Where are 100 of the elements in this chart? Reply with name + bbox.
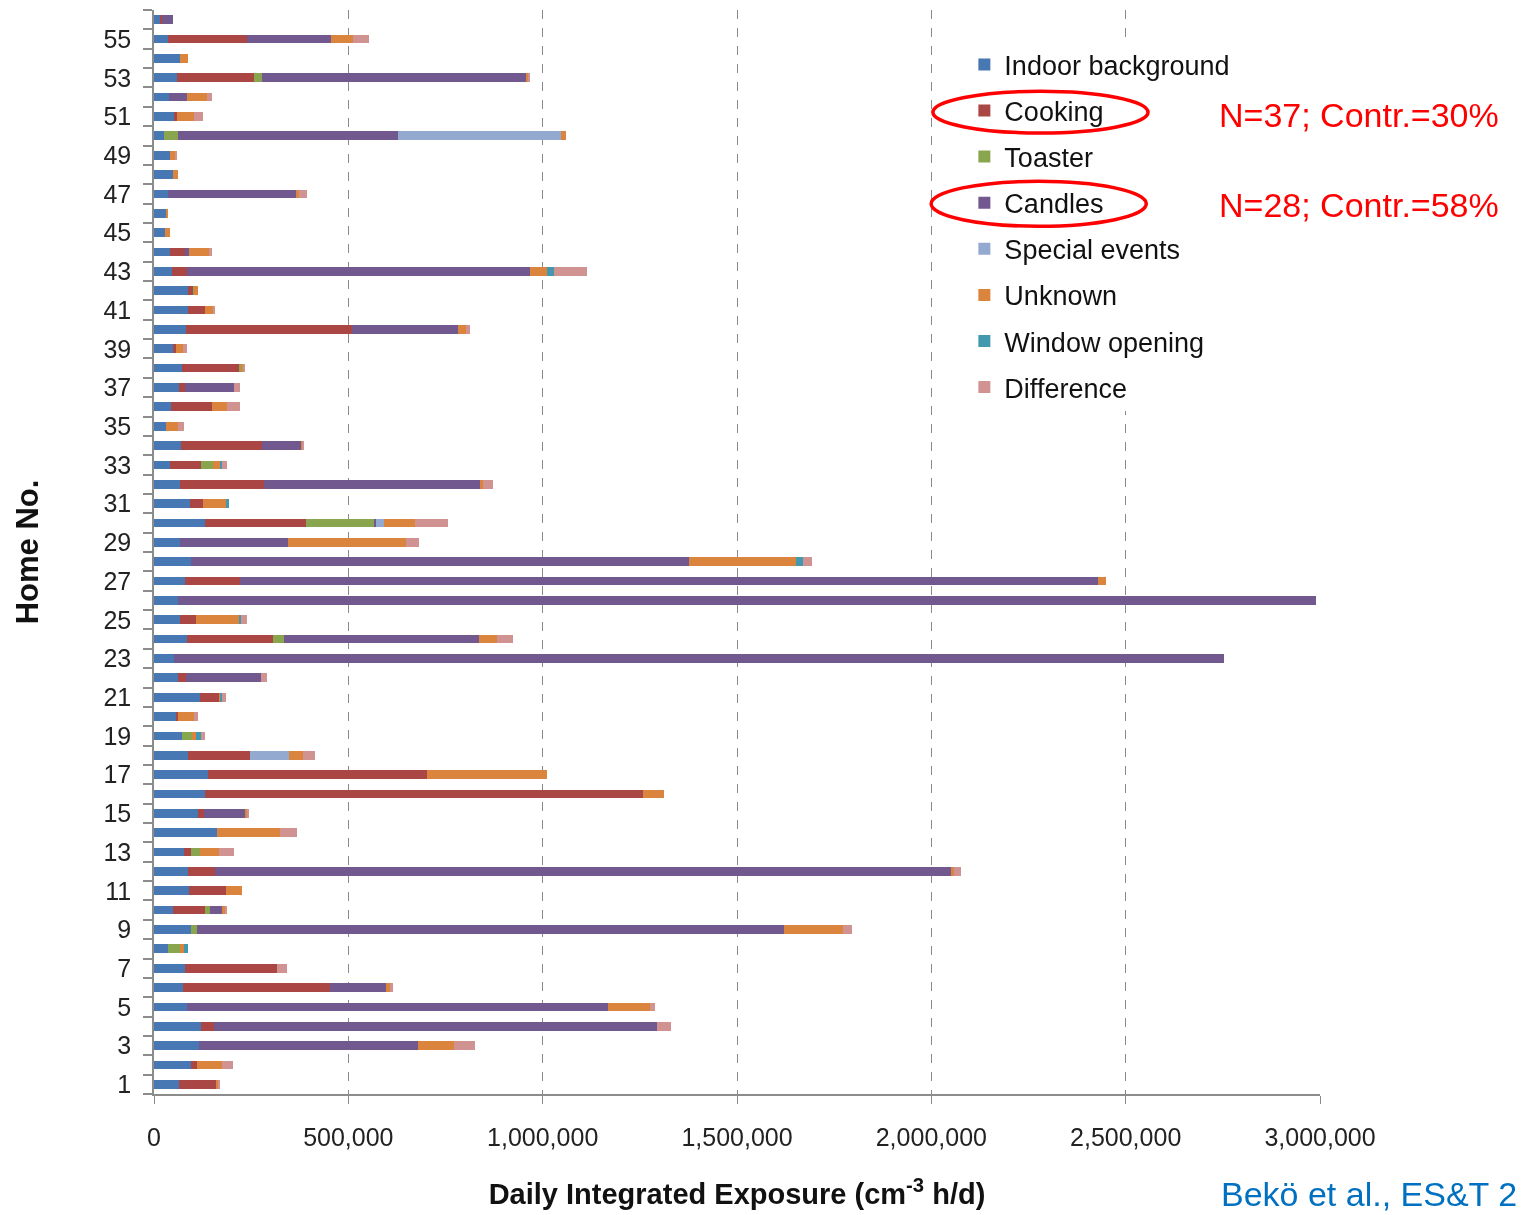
bar bbox=[288, 537, 407, 547]
bar bbox=[154, 363, 182, 373]
x-axis-title: Daily Integrated Exposure (cm$^{-3}$ h/d) bbox=[488, 1173, 986, 1211]
legend-label: Special events bbox=[1004, 235, 1180, 266]
y-tick-label: 45 bbox=[103, 218, 132, 247]
bar bbox=[165, 421, 178, 431]
bar bbox=[415, 518, 449, 528]
bar bbox=[154, 73, 177, 83]
bar bbox=[154, 963, 186, 973]
y-tick-label: 39 bbox=[103, 334, 132, 363]
bar bbox=[190, 499, 204, 508]
bar bbox=[154, 557, 192, 567]
bar bbox=[154, 208, 167, 218]
bar bbox=[180, 615, 196, 625]
bar bbox=[783, 925, 844, 934]
bar bbox=[239, 615, 242, 625]
annotation: N=37; Contr.=30% bbox=[1219, 96, 1499, 134]
bar bbox=[262, 73, 526, 83]
bar bbox=[225, 886, 242, 896]
y-tick-label: 29 bbox=[103, 528, 132, 557]
bar bbox=[205, 789, 644, 799]
legend-label: Indoor background bbox=[1004, 50, 1230, 81]
bar bbox=[427, 770, 547, 779]
y-tick-label: 7 bbox=[117, 953, 132, 982]
bar bbox=[159, 15, 163, 25]
bar bbox=[188, 867, 216, 876]
bar bbox=[154, 460, 170, 470]
bar bbox=[165, 228, 170, 237]
bar bbox=[176, 712, 179, 721]
bar bbox=[154, 1021, 201, 1031]
bar bbox=[187, 266, 530, 276]
bar bbox=[204, 808, 246, 818]
bar bbox=[154, 634, 187, 644]
bar bbox=[215, 867, 952, 876]
bar bbox=[418, 1041, 454, 1050]
y-tick-label: 13 bbox=[103, 837, 132, 866]
bar bbox=[190, 925, 197, 934]
bar bbox=[184, 576, 241, 586]
bar bbox=[154, 112, 175, 121]
bar bbox=[217, 828, 280, 838]
bar bbox=[303, 750, 315, 760]
y-tick-label: 3 bbox=[117, 1031, 132, 1060]
bar bbox=[154, 789, 206, 799]
bar bbox=[529, 266, 547, 276]
bar bbox=[254, 73, 263, 83]
bar bbox=[465, 325, 470, 334]
y-tick-label: 43 bbox=[103, 257, 132, 286]
bar bbox=[390, 983, 394, 992]
bar bbox=[546, 266, 554, 276]
bar bbox=[264, 479, 481, 489]
bar bbox=[197, 808, 205, 818]
bar bbox=[186, 92, 207, 102]
bar bbox=[497, 634, 513, 644]
bar bbox=[154, 479, 181, 489]
y-tick-label: 53 bbox=[103, 63, 132, 92]
y-tick-label: 17 bbox=[103, 760, 132, 789]
bar bbox=[188, 886, 226, 896]
x-tick-label: 1,000,000 bbox=[487, 1122, 599, 1151]
bar bbox=[174, 654, 1225, 663]
bar bbox=[181, 441, 263, 450]
bar bbox=[260, 673, 268, 683]
bar bbox=[180, 944, 185, 954]
bar bbox=[164, 131, 178, 141]
bar bbox=[185, 963, 277, 973]
bar bbox=[194, 112, 203, 121]
bar bbox=[276, 963, 287, 973]
bar bbox=[167, 189, 297, 199]
legend-label: Cooking bbox=[1004, 97, 1104, 128]
bar bbox=[188, 750, 251, 760]
bar bbox=[233, 383, 240, 392]
bar bbox=[205, 518, 306, 528]
bar bbox=[199, 1041, 419, 1050]
bar bbox=[154, 441, 182, 450]
bar bbox=[154, 1041, 200, 1050]
bar bbox=[173, 344, 176, 354]
bar bbox=[154, 383, 179, 392]
bar bbox=[191, 557, 690, 567]
bar bbox=[1098, 576, 1107, 586]
bar bbox=[182, 983, 331, 992]
bar bbox=[384, 518, 416, 528]
bar bbox=[154, 886, 189, 896]
bar bbox=[330, 983, 387, 992]
bar bbox=[191, 847, 200, 857]
y-tick-label: 55 bbox=[103, 24, 132, 53]
bar bbox=[174, 112, 178, 121]
bar bbox=[643, 789, 665, 799]
legend-label: Difference bbox=[1004, 373, 1127, 404]
bar bbox=[299, 189, 308, 199]
bar bbox=[185, 247, 189, 257]
bar bbox=[482, 479, 494, 489]
text: Bekö et al., ES&T 2 bbox=[1221, 1175, 1518, 1213]
y-tick-label: 21 bbox=[103, 682, 132, 711]
bar bbox=[154, 537, 181, 547]
bar bbox=[208, 770, 428, 779]
bar bbox=[154, 1002, 188, 1012]
bar bbox=[154, 247, 170, 257]
y-tick-label: 31 bbox=[103, 489, 132, 518]
bar bbox=[480, 479, 483, 489]
x-tick-label: 1,500,000 bbox=[681, 1122, 793, 1151]
bar bbox=[162, 15, 174, 25]
